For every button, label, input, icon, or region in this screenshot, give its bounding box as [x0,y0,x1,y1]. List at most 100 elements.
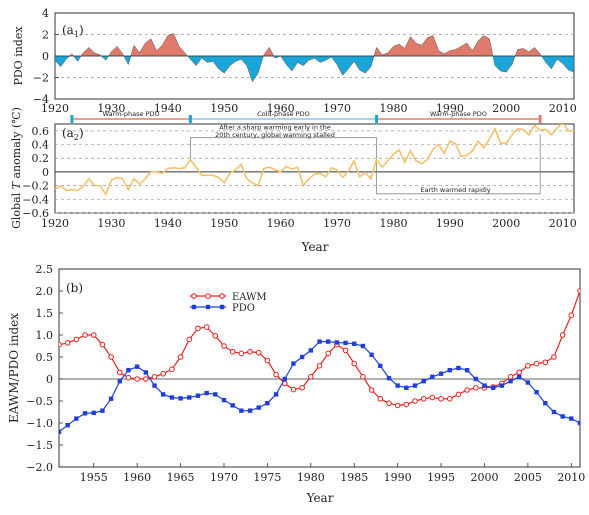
eawm-point [221,343,227,349]
negative-area [280,55,375,76]
pdo-y-axis-label: PDO index [12,26,25,86]
pdo-point [82,411,88,416]
y-tick-label: −4 [33,93,49,106]
x-tick-label: 1955 [80,471,108,484]
phase-boundary-marker [70,115,74,123]
pdo-point [386,375,392,381]
eawm-point [377,396,384,402]
eawm-point [455,391,462,398]
pdo-point [59,429,62,434]
y-tick-label: −0.2 [22,180,49,193]
eawm-point [507,374,514,380]
eawm-point [446,396,453,402]
eawm-point [99,341,106,348]
eawm-point [438,396,444,402]
pdo-point [577,420,580,426]
pdo-point [430,374,435,379]
x-tick-label: 1985 [340,471,368,484]
pdo-point [534,390,539,395]
eawm-point [412,398,418,404]
legend-swatch-marker [205,304,211,310]
x-tick-label: 1960 [267,102,295,115]
pdo-point [74,416,79,421]
rapid-bracket [376,134,541,195]
pdo-point [143,370,149,375]
temperature-panel-frame [54,123,575,214]
eawm-point [59,341,62,348]
y-tick-label: 0.2 [32,152,50,165]
eawm-point [429,394,436,401]
eawm-point [516,369,523,376]
eawm-point [342,347,349,354]
eawm-point [116,369,123,376]
y-tick-label: 0.5 [36,351,54,364]
pdo-point [308,348,314,353]
pdo-gridlines [55,34,574,78]
phase-boundary-marker [538,115,542,123]
pdo-point [204,390,209,396]
eawm-point [151,374,158,380]
temperature-gridlines [55,130,574,214]
eawm-point [308,374,314,380]
pdo-index-panel: 4 2 0 −2 −4 1920 1930 1940 1950 1960 1970 1980 1990… [12,7,577,115]
pdo-point [525,380,531,385]
pdo-point [508,379,513,384]
stall-annotation-line-2: 20th century, global warming stalled [215,131,335,139]
y-tick-label: −2.0 [26,461,53,474]
pdo-point [239,408,244,413]
eawm-point [125,374,132,381]
pdo-point [152,383,157,388]
pdo-point [464,368,470,373]
pdo-point [334,340,340,345]
x-tick-label: 2000 [492,102,520,115]
x-tick-label: 1960 [123,471,151,484]
pdo-point [282,376,287,382]
x-tick-label: 1970 [323,217,351,230]
eawm-y-tick-labels: 2.5 2.0 1.5 1.0 0.5 0 −0.5 −1.0 −1.5 −2.0 [26,263,63,474]
x-tick-label: 1950 [210,102,238,115]
eawm-point [577,288,580,294]
x-tick-label: 1940 [154,217,182,230]
y-tick-label: −0.4 [22,193,49,206]
y-tick-label: 0.4 [32,139,50,152]
y-tick-label: −1.5 [26,439,53,452]
x-tick-label: 1975 [253,471,281,484]
x-tick-label: 1950 [210,217,238,230]
x-tick-label: 1960 [267,217,295,230]
eawm-point [525,363,531,369]
y-tick-label: −1.0 [26,417,53,430]
x-tick-label: 1920 [41,102,69,115]
eawm-point [559,332,566,338]
eawm-pdo-series [59,288,580,434]
stall-bracket [189,137,377,176]
eawm-point [473,385,479,391]
pdo-point [378,363,383,368]
y-tick-label: 1.0 [36,329,54,342]
pdo-point [126,368,131,373]
y-tick-label: −2 [33,72,49,85]
legend-swatch-marker [191,304,197,310]
temperature-y-tick-labels: 0.60.40.20−0.2−0.4−0.6 [22,125,49,220]
eawm-point [82,332,88,338]
pdo-point [178,396,183,401]
legend-swatch-marker [219,293,225,299]
y-tick-label: 0 [42,50,49,63]
x-tick-label: 1990 [436,217,464,230]
eawm-point [238,350,245,357]
eawm-point [255,349,262,356]
x-tick-label: 2010 [549,217,577,230]
pdo-point [195,393,201,398]
eawm-point [368,387,375,393]
x-tick-label: 1970 [210,471,238,484]
eawm-pdo-panel: 2.5 2.0 1.5 1.0 0.5 0 −0.5 −1.0 −1.5 −2.0 1955 196… [7,263,585,505]
pdo-point [517,374,522,379]
x-tick-label: 1990 [384,471,412,484]
pdo-point [456,365,461,371]
y-tick-label: −0.6 [22,207,49,220]
pdo-point [482,383,487,388]
x-tick-label: 2010 [557,471,585,484]
eawm-x-tick-labels: 1955 1960 1965 1970 1975 1980 1985 1990 1995 2000… [80,463,585,484]
eawm-x-axis-label: Year [306,491,334,505]
eawm-point [108,354,114,360]
